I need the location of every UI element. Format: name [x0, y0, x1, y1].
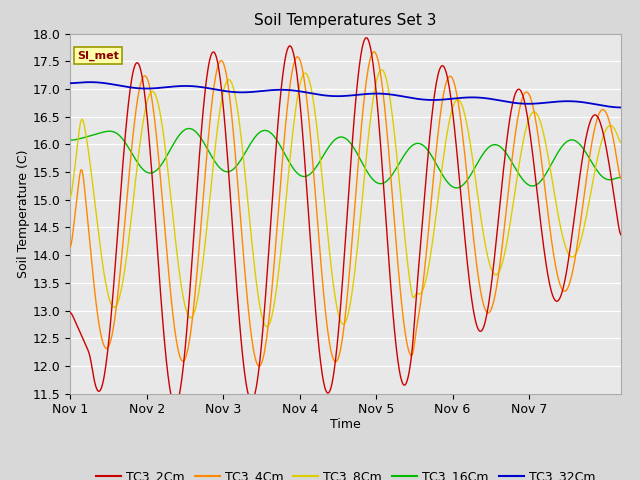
Y-axis label: Soil Temperature (C): Soil Temperature (C): [17, 149, 30, 278]
Text: SI_met: SI_met: [77, 51, 119, 61]
X-axis label: Time: Time: [330, 418, 361, 431]
Legend: TC3_2Cm, TC3_4Cm, TC3_8Cm, TC3_16Cm, TC3_32Cm: TC3_2Cm, TC3_4Cm, TC3_8Cm, TC3_16Cm, TC3…: [91, 465, 600, 480]
Title: Soil Temperatures Set 3: Soil Temperatures Set 3: [254, 13, 437, 28]
